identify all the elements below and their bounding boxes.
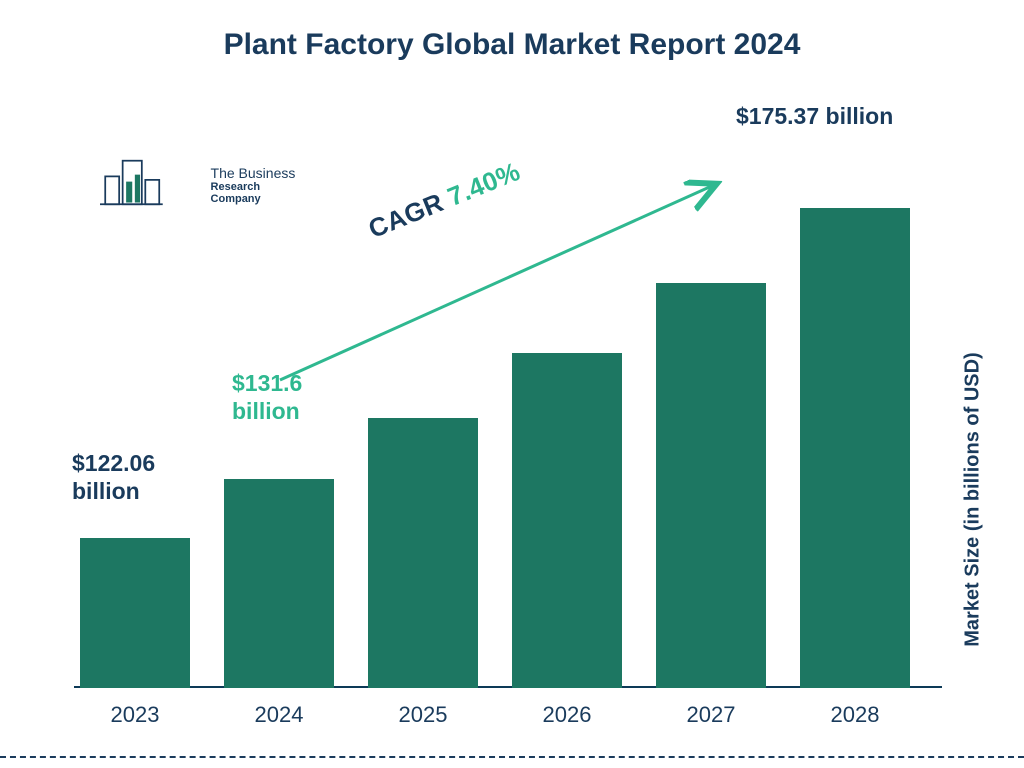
bar <box>368 418 478 688</box>
x-tick-label: 2025 <box>368 702 478 728</box>
bar <box>512 353 622 688</box>
data-annotation: $122.06 billion <box>72 450 155 505</box>
brand-logo: The Business Research Company <box>100 148 300 210</box>
brand-name: The Business Research Company <box>211 165 300 210</box>
x-tick-label: 2028 <box>800 702 910 728</box>
y-axis-label: Market Size (in billions of USD) <box>962 340 985 660</box>
x-tick-label: 2024 <box>224 702 334 728</box>
brand-line2: Research Company <box>211 181 261 206</box>
bar <box>800 208 910 688</box>
bar <box>224 479 334 688</box>
bar <box>656 283 766 688</box>
data-annotation: $175.37 billion <box>736 103 893 131</box>
chart-title: Plant Factory Global Market Report 2024 <box>0 28 1024 62</box>
x-tick-label: 2026 <box>512 702 622 728</box>
bottom-dashed-rule <box>0 756 1024 758</box>
logo-graphic <box>100 148 205 210</box>
data-annotation: $131.6 billion <box>232 370 302 425</box>
x-tick-label: 2023 <box>80 702 190 728</box>
brand-line1: The Business <box>211 165 296 181</box>
bar <box>80 538 190 688</box>
x-tick-label: 2027 <box>656 702 766 728</box>
